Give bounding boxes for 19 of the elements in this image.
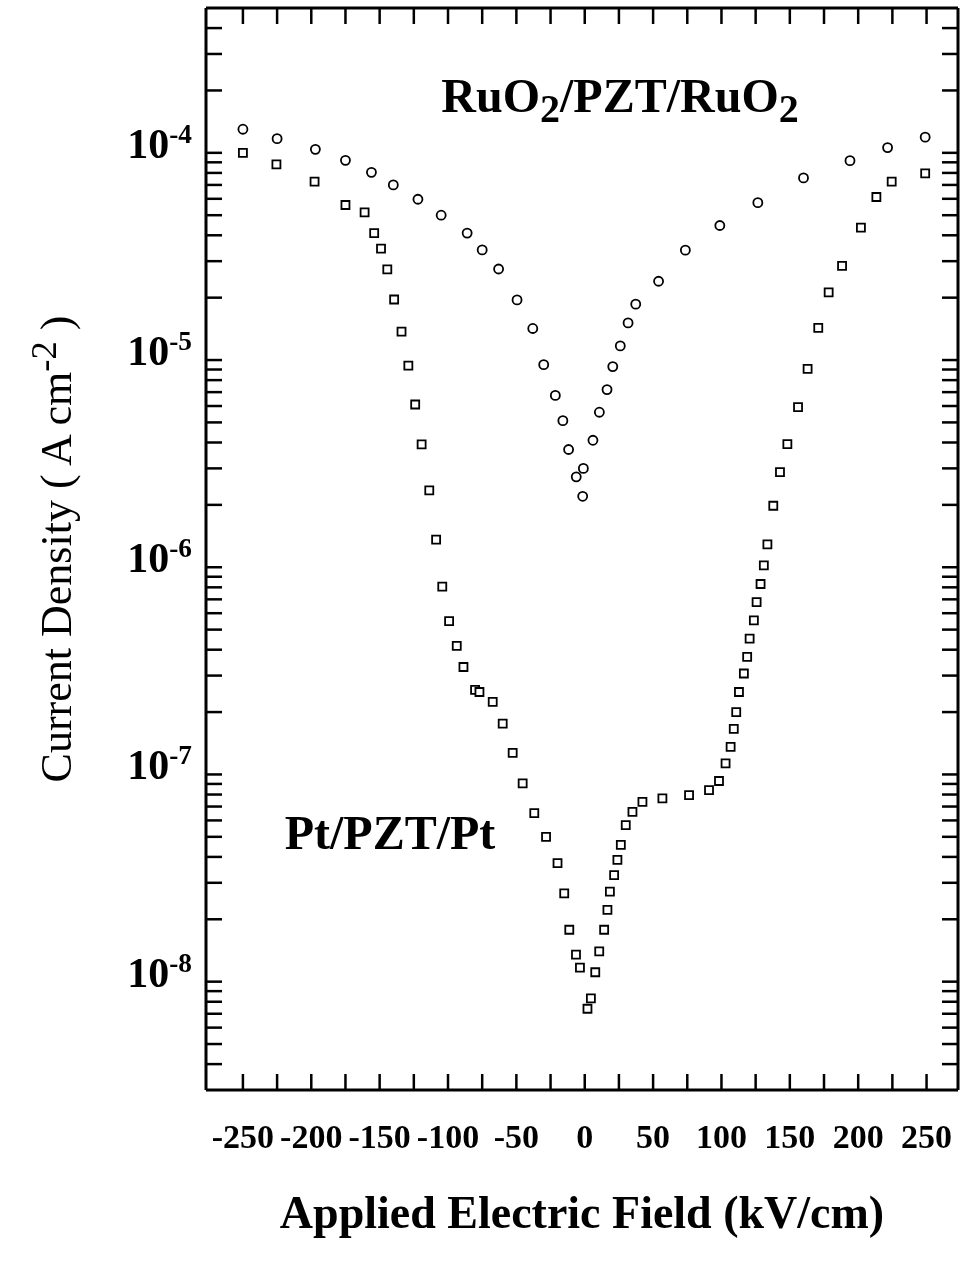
x-tick-label: 50 [636,1118,671,1155]
x-tick-label: -50 [493,1118,540,1155]
legend-label: Pt/PZT/Pt [284,804,496,860]
x-tick-label: -200 [280,1118,343,1155]
y-tick-label: 10$^{-8}$ [127,947,192,996]
x-tick-label: 250 [901,1118,953,1155]
x-tick-label: -100 [416,1118,480,1155]
x-tick-label: -250 [211,1118,275,1155]
series-label: RuO$_{2}$/PZT/RuO$_{2}$ [441,67,799,133]
y-tick-label: 10$^{-6}$ [127,533,192,582]
x-tick-label: 100 [695,1118,747,1155]
x-tick-label: 200 [832,1118,884,1155]
y-tick-label: 10$^{-4}$ [127,118,193,167]
x-tick-label: 0 [576,1118,594,1155]
x-tick-label: -150 [348,1118,411,1155]
x-axis-title: Applied Electric Field (kV/cm) [279,1185,885,1239]
y-tick-label: 10$^{-5}$ [127,326,192,375]
x-tick-label: 150 [764,1118,816,1155]
y-tick-label: 10$^{-7}$ [127,740,192,789]
